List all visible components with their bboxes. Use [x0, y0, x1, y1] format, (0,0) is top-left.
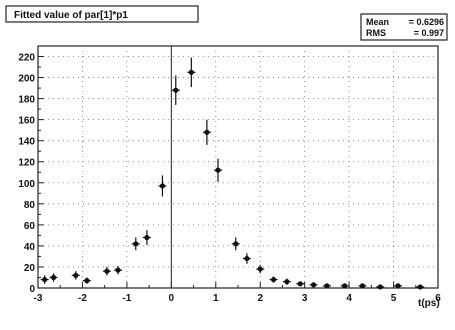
data-point	[202, 119, 211, 145]
data-point	[282, 278, 291, 285]
x-tick-labels: -3 -2 -1 0 1 2 3 4 5 6	[34, 293, 442, 304]
data-point	[171, 75, 180, 105]
axis-ticks	[37, 45, 439, 289]
data-point	[242, 253, 251, 264]
y-tick-label: 60	[24, 221, 36, 232]
data-point	[71, 271, 80, 280]
marker	[215, 167, 221, 173]
y-tick-label: 80	[24, 200, 36, 211]
y-tick-label: 20	[24, 263, 36, 274]
marker	[115, 267, 121, 273]
marker	[324, 283, 330, 289]
data-point	[394, 283, 402, 289]
stats-mean-value: = 0.6296	[409, 17, 444, 27]
x-tick-label: 5	[391, 293, 397, 304]
x-tick-label: 4	[346, 293, 352, 304]
x-tick-label: 0	[169, 293, 175, 304]
y-tick-label: 0	[29, 284, 35, 295]
marker	[284, 279, 290, 285]
stats-rms-label: RMS	[366, 28, 386, 38]
x-tick-label: 3	[302, 293, 308, 304]
x-tick-label: -1	[122, 293, 131, 304]
data-point	[340, 283, 349, 289]
chart-title: Fitted value of par[1]*p1	[14, 10, 128, 21]
stats-mean-label: Mean	[366, 17, 389, 27]
data-point	[142, 230, 151, 245]
x-tick-label: 1	[213, 293, 219, 304]
marker	[173, 87, 179, 93]
data-point	[358, 283, 367, 289]
y-tick-label: 180	[18, 95, 35, 106]
data-point	[309, 282, 318, 288]
data-point	[49, 273, 58, 282]
data-point	[40, 275, 49, 284]
marker	[42, 276, 48, 283]
y-tick-label: 40	[24, 242, 36, 253]
y-tick-label: 160	[18, 116, 35, 127]
stats-rms-value: = 0.997	[414, 28, 444, 38]
data-point	[82, 277, 91, 284]
data-points	[40, 57, 425, 290]
marker	[244, 255, 250, 262]
data-point	[376, 284, 385, 290]
plot-frame	[37, 45, 439, 289]
marker	[204, 129, 210, 135]
data-point	[256, 264, 265, 274]
marker	[377, 284, 383, 290]
data-point	[102, 266, 111, 276]
y-tick-label: 140	[18, 137, 35, 148]
x-tick-label: 6	[435, 293, 441, 304]
data-point	[158, 175, 167, 197]
data-point	[131, 237, 140, 251]
x-axis-label: t(ps)	[418, 298, 440, 309]
y-tick-label: 100	[18, 179, 35, 190]
marker	[104, 268, 110, 274]
marker	[188, 69, 194, 75]
marker	[144, 234, 150, 241]
grid	[38, 46, 438, 288]
y-tick-label: 220	[18, 53, 35, 64]
data-point	[296, 281, 305, 287]
y-tick-label: 200	[18, 74, 35, 85]
data-point	[416, 284, 425, 290]
marker	[310, 282, 317, 288]
data-point	[269, 276, 278, 283]
x-tick-label: -3	[34, 293, 43, 304]
data-point	[187, 57, 196, 88]
marker	[233, 241, 239, 247]
data-point	[322, 283, 331, 289]
data-point	[214, 158, 222, 182]
marker	[270, 276, 277, 283]
marker	[297, 281, 303, 287]
y-tick-label: 120	[18, 158, 35, 169]
marker	[73, 272, 79, 278]
marker	[50, 274, 57, 281]
marker	[159, 183, 166, 189]
x-tick-label: -2	[78, 293, 87, 304]
data-point	[231, 237, 240, 251]
chart-title-box: Fitted value of par[1]*p1	[5, 5, 199, 23]
marker	[417, 284, 423, 290]
data-point	[114, 265, 122, 275]
x-tick-label: 2	[257, 293, 263, 304]
stats-box: Mean = 0.6296 RMS = 0.997	[360, 13, 448, 41]
marker	[133, 241, 139, 247]
marker	[359, 283, 366, 289]
y-tick-labels: 0 20 40 60 80 100 120 140 160 180 200 220	[18, 53, 35, 295]
plot-area: -3 -2 -1 0 1 2 3 4 5 6 0 20 40 60 80 100 120 140 160 180 20…	[18, 45, 442, 304]
marker	[84, 278, 90, 284]
marker	[395, 283, 401, 289]
marker	[342, 283, 348, 289]
marker	[257, 266, 263, 272]
